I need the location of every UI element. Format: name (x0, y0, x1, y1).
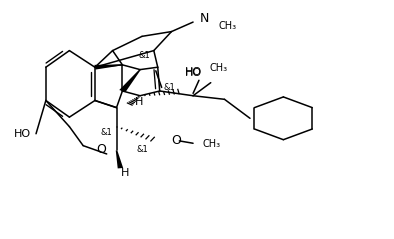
Text: H: H (121, 168, 130, 178)
Text: O: O (96, 143, 106, 156)
Text: HO: HO (184, 68, 202, 78)
Text: CH₃: CH₃ (219, 21, 237, 31)
Text: &1: &1 (136, 145, 148, 154)
Text: &1: &1 (101, 128, 113, 137)
Polygon shape (119, 69, 141, 92)
Text: &1: &1 (138, 51, 150, 60)
Polygon shape (116, 150, 123, 168)
Text: O: O (171, 134, 181, 147)
Text: CH₃: CH₃ (203, 139, 221, 149)
Text: HO: HO (184, 67, 202, 77)
Text: H: H (135, 97, 143, 107)
Polygon shape (95, 64, 123, 70)
Text: N: N (200, 12, 210, 25)
Text: &1: &1 (164, 83, 175, 92)
Text: HO: HO (14, 129, 31, 139)
Text: CH₃: CH₃ (210, 63, 228, 73)
